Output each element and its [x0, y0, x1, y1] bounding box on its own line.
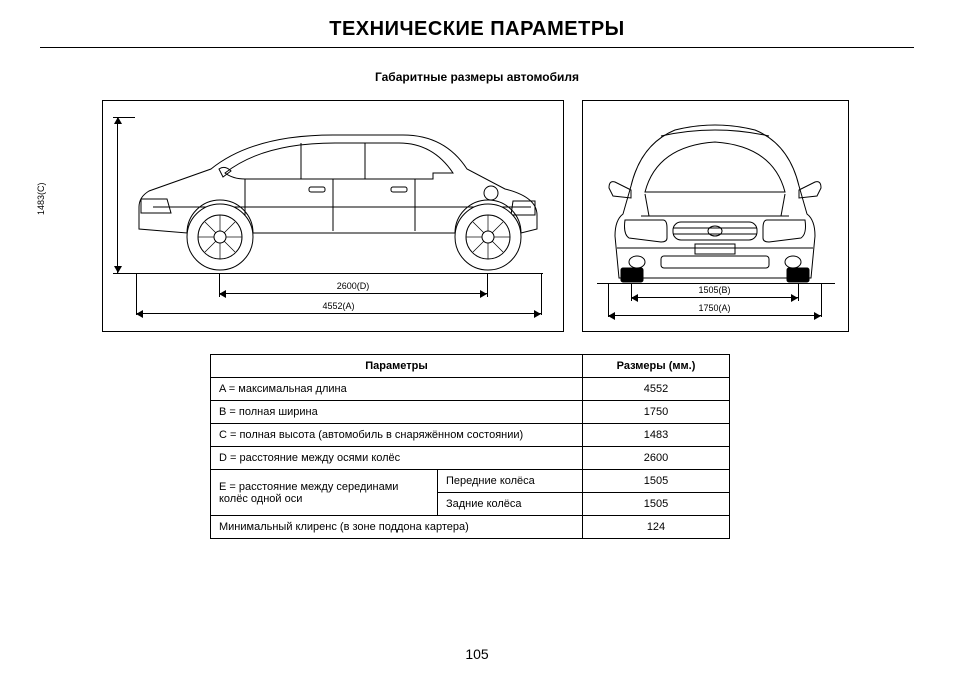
table-row: D = расстояние между осями колёс 2600 — [211, 447, 730, 470]
cell-param-e: E = расстояние между серединами колёс од… — [211, 470, 438, 516]
cell-value: 1505 — [583, 493, 730, 516]
table-row: Минимальный клиренс (в зоне поддона карт… — [211, 516, 730, 539]
page-number: 105 — [0, 646, 954, 662]
cell-e-front: Передние колёса — [438, 470, 583, 493]
table-row: C = полная высота (автомобиль в снаряжён… — [211, 424, 730, 447]
table-row: A = максимальная длина 4552 — [211, 378, 730, 401]
cell-param: Минимальный клиренс (в зоне поддона карт… — [211, 516, 583, 539]
table-row: E = расстояние между серединами колёс од… — [211, 470, 730, 493]
cell-value: 4552 — [583, 378, 730, 401]
dim-height — [117, 117, 118, 273]
cell-param: C = полная высота (автомобиль в снаряжён… — [211, 424, 583, 447]
dim-width-label: 1750(A) — [696, 303, 732, 313]
header-value: Размеры (мм.) — [583, 355, 730, 378]
dim-ground-line — [113, 273, 543, 274]
front-view-panel: 1505(B) 1750(A) — [582, 100, 849, 332]
dim-track-label: 1505(B) — [696, 285, 732, 295]
document-page: ТЕХНИЧЕСКИЕ ПАРАМЕТРЫ Габаритные размеры… — [0, 0, 954, 674]
len-tick-r — [541, 273, 542, 315]
car-side-drawing — [133, 129, 543, 271]
dim-width: 1750(A) — [608, 315, 821, 316]
page-title: ТЕХНИЧЕСКИЕ ПАРАМЕТРЫ — [40, 18, 914, 48]
table-header-row: Параметры Размеры (мм.) — [211, 355, 730, 378]
side-view-panel: 2600(D) 4552(A) — [102, 100, 564, 332]
wid-tick-r — [821, 283, 822, 317]
drawings-row: 2600(D) 4552(A) — [102, 100, 914, 332]
cell-value: 1750 — [583, 401, 730, 424]
len-tick-l — [136, 273, 137, 315]
dim-height-label: 1483(C) — [36, 182, 46, 215]
cell-e-rear: Задние колёса — [438, 493, 583, 516]
car-front-drawing — [601, 116, 829, 284]
dim-track: 1505(B) — [631, 297, 798, 298]
cell-value: 1505 — [583, 470, 730, 493]
wb-tick-r — [487, 273, 488, 297]
section-subtitle: Габаритные размеры автомобиля — [40, 70, 914, 84]
dim-wheelbase: 2600(D) — [219, 293, 487, 294]
cell-value: 1483 — [583, 424, 730, 447]
dim-length-label: 4552(A) — [320, 301, 356, 311]
header-param: Параметры — [211, 355, 583, 378]
parameters-table: Параметры Размеры (мм.) A = максимальная… — [210, 354, 730, 539]
table-row: B = полная ширина 1750 — [211, 401, 730, 424]
car-side-icon — [133, 129, 543, 271]
parameters-table-wrap: Параметры Размеры (мм.) A = максимальная… — [210, 354, 730, 539]
cell-param: A = максимальная длина — [211, 378, 583, 401]
dim-length: 4552(A) — [136, 313, 541, 314]
cell-value: 124 — [583, 516, 730, 539]
trk-tick-r — [798, 283, 799, 301]
car-front-icon — [601, 116, 829, 284]
cell-value: 2600 — [583, 447, 730, 470]
cell-param: B = полная ширина — [211, 401, 583, 424]
dim-wheelbase-label: 2600(D) — [335, 281, 372, 291]
dim-height-top-tick — [113, 117, 135, 118]
cell-param: D = расстояние между осями колёс — [211, 447, 583, 470]
